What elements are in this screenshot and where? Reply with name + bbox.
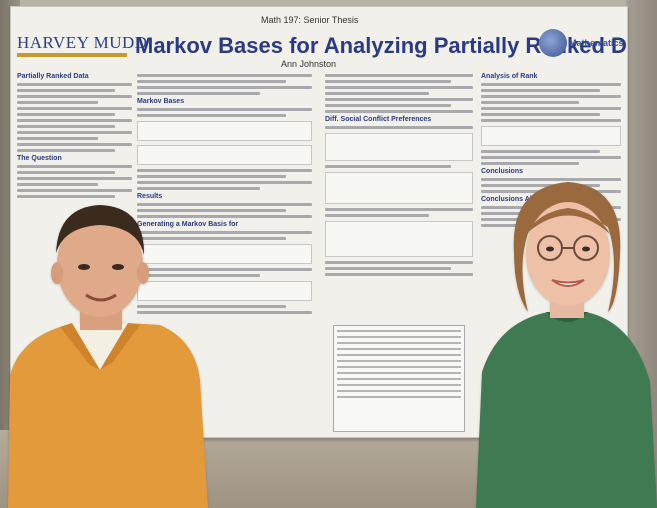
poster-column-2: Markov Bases Results Generating a Markov… (137, 71, 312, 431)
section-heading: Results (137, 193, 163, 200)
poster-column-1: Partially Ranked Data The Question (17, 71, 132, 431)
section-heading: Generating a Markov Basis for (137, 221, 239, 228)
section-heading: Diff. Social Conflict Preferences (325, 116, 432, 123)
data-table (333, 325, 465, 432)
poster-course: Math 197: Senior Thesis (261, 15, 359, 25)
section-heading: Conclusions (481, 168, 524, 175)
section-heading: Markov Bases (137, 98, 185, 105)
section-heading: Conclusions About Social (481, 196, 568, 203)
harvey-mudd-logo: HARVEY MUDD (17, 33, 148, 52)
person-left (8, 205, 208, 508)
section-heading: Partially Ranked Data (17, 73, 89, 80)
poster-column-3: Diff. Social Conflict Preferences (325, 71, 473, 431)
math-dept-logo: Mathematics (539, 29, 624, 59)
globe-icon (539, 29, 567, 57)
section-heading: The Question (17, 155, 62, 162)
person-right (476, 182, 657, 508)
section-heading: Analysis of Rank (481, 73, 538, 80)
poster-author: Ann Johnston (281, 59, 337, 69)
math-dept-word: Mathematics (569, 38, 624, 48)
harvey-mudd-rule (17, 53, 127, 57)
